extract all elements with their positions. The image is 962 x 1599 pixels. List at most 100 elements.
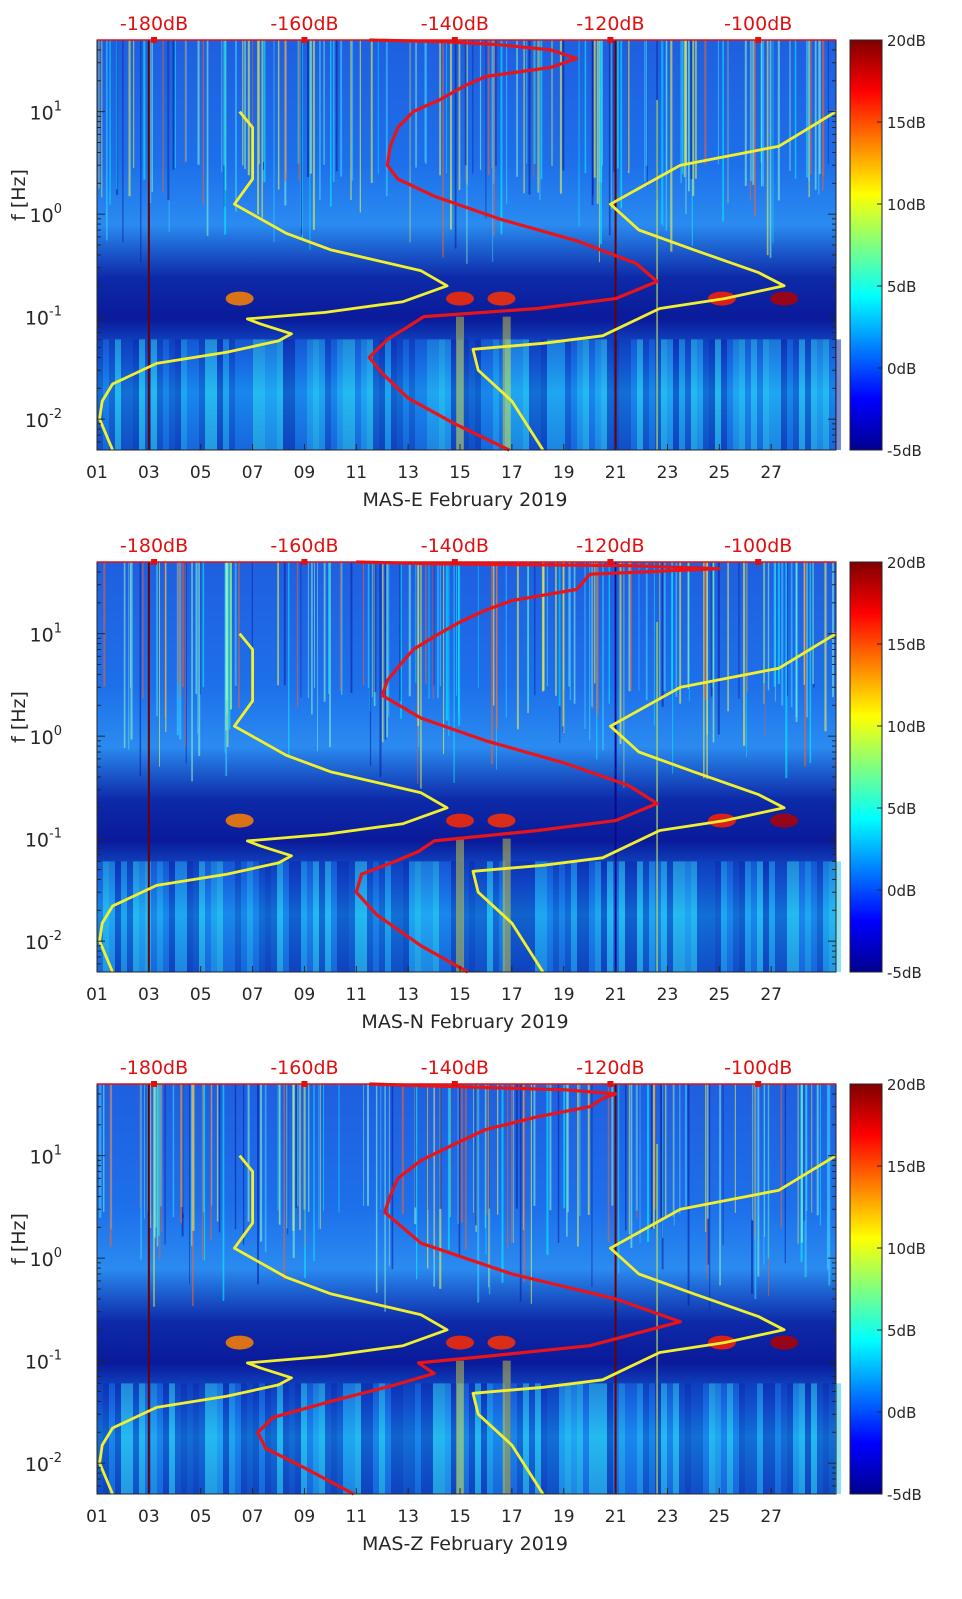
x-tick-label: 19: [553, 985, 575, 1005]
colorbar-label: 20dB: [887, 32, 926, 50]
x-tick-label: 03: [138, 463, 160, 483]
yellow-reference-curve: [471, 1154, 837, 1495]
x-tick-label: 23: [657, 1507, 679, 1527]
x-tick-label: 27: [760, 463, 782, 483]
x-tick-label: 15: [449, 985, 471, 1005]
top-axis-label: -180dB: [120, 13, 188, 35]
panel-mas-z: 01 03 05 07 09 11 13 15 17 19 21 23 25 27 MAS-Z Februa…: [8, 1057, 926, 1555]
colorbar-gradient: [849, 561, 883, 973]
y-axis-label: f [Hz]: [8, 691, 30, 743]
y-tick-label: 10-1: [25, 827, 62, 852]
x-tick-label: 11: [345, 463, 367, 483]
top-axis-label: -180dB: [120, 1057, 188, 1079]
top-axis-label: -180dB: [120, 535, 188, 557]
x-tick-label: 01: [86, 1507, 108, 1527]
x-tick-label: 25: [708, 463, 730, 483]
top-axis-label: -160dB: [270, 535, 338, 557]
top-axis-label: -120dB: [576, 13, 644, 35]
top-axis-label: -120dB: [576, 1057, 644, 1079]
x-axis-label: MAS-N February 2019: [361, 1011, 568, 1033]
x-tick-label: 27: [760, 1507, 782, 1527]
x-tick-label: 07: [242, 463, 264, 483]
colorbar-label: 0dB: [887, 882, 916, 900]
x-tick-label: 05: [190, 985, 212, 1005]
x-tick-label: 07: [242, 1507, 264, 1527]
x-tick-label: 07: [242, 985, 264, 1005]
x-tick-label: 05: [190, 463, 212, 483]
yellow-reference-curve: [471, 632, 837, 973]
heatmap-image: [97, 40, 841, 450]
colorbar-label: 20dB: [887, 1076, 926, 1094]
colorbar-label: -5dB: [887, 1486, 922, 1504]
x-tick-label: 05: [190, 1507, 212, 1527]
x-tick-label: 11: [345, 985, 367, 1005]
x-tick-label: 15: [449, 463, 471, 483]
colorbar-label: 15dB: [887, 1158, 926, 1176]
colorbar-label: 15dB: [887, 114, 926, 132]
x-tick-label: 25: [708, 985, 730, 1005]
top-axis-label: -160dB: [270, 1057, 338, 1079]
yellow-reference-curve: [98, 1154, 449, 1495]
colorbar: -5dB 0dB 5dB 10dB 15dB 20dB: [849, 1076, 926, 1504]
y-axis-label: f [Hz]: [8, 1213, 30, 1265]
heatmap-image: [97, 1084, 841, 1494]
top-axis-label: -100dB: [724, 1057, 792, 1079]
panel-mas-n: 01 03 05 07 09 11 13 15 17 19 21 23 25 27 MAS-N Februa…: [8, 535, 926, 1033]
colorbar-label: -5dB: [887, 442, 922, 460]
top-axis-label: -120dB: [576, 535, 644, 557]
x-axis-label: MAS-E February 2019: [363, 489, 568, 511]
x-axis-label: MAS-Z February 2019: [362, 1533, 568, 1555]
colorbar: -5dB 0dB 5dB 10dB 15dB 20dB: [849, 554, 926, 982]
y-axis-label: f [Hz]: [8, 169, 30, 221]
x-tick-label: 17: [501, 985, 523, 1005]
top-axis-label: -140dB: [421, 535, 489, 557]
x-tick-label: 01: [86, 463, 108, 483]
heatmap-image: [97, 562, 841, 972]
red-psd-curve: [354, 560, 721, 974]
yellow-reference-curve: [98, 110, 449, 451]
red-psd-curve: [367, 38, 659, 452]
colorbar-label: 5dB: [887, 1322, 916, 1340]
x-tick-label: 13: [397, 463, 419, 483]
y-tick-label: 101: [30, 100, 62, 125]
top-axis-label: -160dB: [270, 13, 338, 35]
colorbar-label: 0dB: [887, 1404, 916, 1422]
colorbar-label: 10dB: [887, 718, 926, 736]
top-axis-label: -100dB: [724, 535, 792, 557]
x-tick-label: 13: [397, 1507, 419, 1527]
x-tick-label: 21: [605, 985, 627, 1005]
colorbar-label: 10dB: [887, 1240, 926, 1258]
yellow-reference-curve: [98, 632, 449, 973]
top-axis-label: -140dB: [421, 1057, 489, 1079]
x-tick-label: 17: [501, 463, 523, 483]
y-tick-label: 100: [30, 1246, 62, 1271]
colorbar-label: 5dB: [887, 278, 916, 296]
x-tick-label: 01: [86, 985, 108, 1005]
x-tick-label: 19: [553, 1507, 575, 1527]
x-tick-label: 11: [345, 1507, 367, 1527]
x-tick-label: 17: [501, 1507, 523, 1527]
colorbar-label: 5dB: [887, 800, 916, 818]
x-tick-label: 09: [294, 463, 316, 483]
colorbar-gradient: [849, 1083, 883, 1495]
x-tick-label: 21: [605, 1507, 627, 1527]
panel-mas-e: 01 03 05 07 09 11 13 15 17 19 21 23 25 27 MAS-E Februa…: [8, 13, 926, 511]
y-tick-label: 100: [30, 202, 62, 227]
colorbar-label: 20dB: [887, 554, 926, 572]
y-tick-label: 101: [30, 622, 62, 647]
colorbar-gradient: [849, 39, 883, 451]
y-tick-label: 101: [30, 1144, 62, 1169]
yellow-reference-curve: [471, 110, 837, 451]
x-tick-label: 27: [760, 985, 782, 1005]
y-tick-label: 10-1: [25, 305, 62, 330]
colorbar-label: 15dB: [887, 636, 926, 654]
x-tick-label: 15: [449, 1507, 471, 1527]
colorbar: -5dB 0dB 5dB 10dB 15dB 20dB: [849, 32, 926, 460]
y-tick-label: 10-1: [25, 1349, 62, 1374]
x-tick-label: 21: [605, 463, 627, 483]
x-tick-label: 09: [294, 985, 316, 1005]
red-psd-curve: [256, 1082, 683, 1496]
top-axis-label: -140dB: [421, 13, 489, 35]
x-tick-label: 23: [657, 985, 679, 1005]
x-tick-label: 23: [657, 463, 679, 483]
